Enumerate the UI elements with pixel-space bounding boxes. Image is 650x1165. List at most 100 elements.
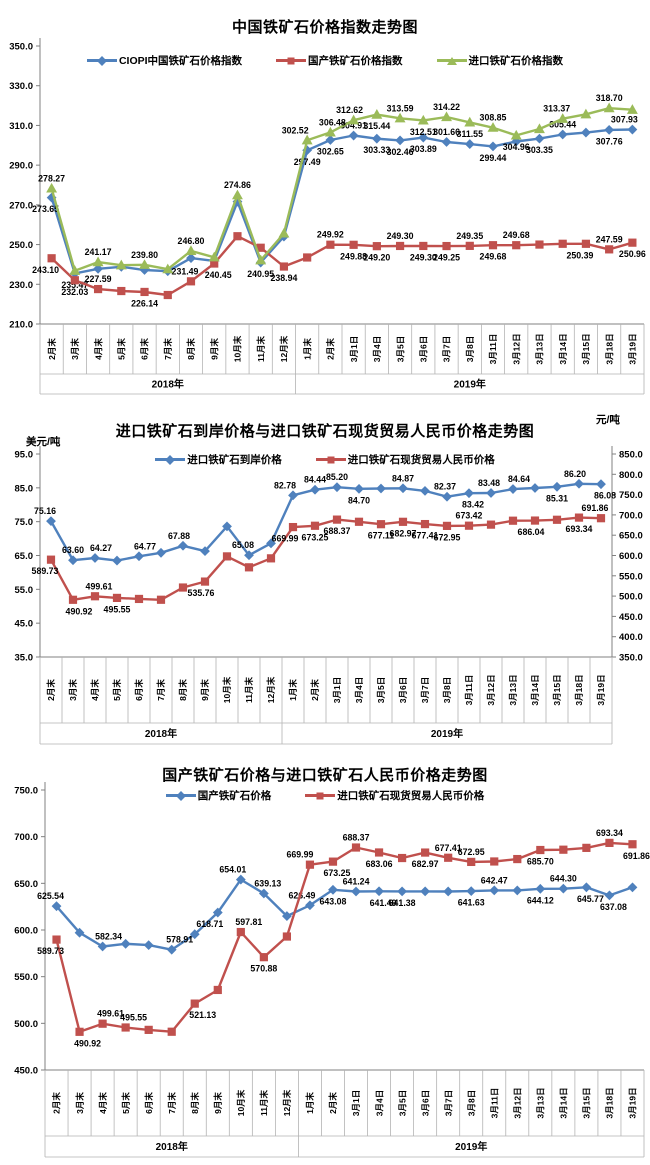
series-2: 278.27 241.17 239.80 246.80 274.86 302.52 306.… bbox=[38, 93, 638, 275]
svg-text:45.0: 45.0 bbox=[15, 619, 34, 630]
svg-text:5月末: 5月末 bbox=[117, 338, 127, 360]
svg-text:12月末: 12月末 bbox=[279, 335, 289, 362]
svg-text:303.89: 303.89 bbox=[410, 144, 437, 154]
chart2-title: 进口铁矿石到岸价格与进口铁矿石现货贸易人民币价格走势图 bbox=[115, 423, 535, 440]
diamond-icon bbox=[97, 55, 107, 66]
svg-text:249.92: 249.92 bbox=[317, 230, 344, 240]
svg-text:693.34: 693.34 bbox=[596, 828, 623, 838]
diamond-icon bbox=[175, 790, 186, 801]
chart1-legend: CIOPI中国铁矿石价格指数 国产铁矿石价格指数 进口铁矿石价格指数 bbox=[0, 53, 650, 68]
svg-text:240.95: 240.95 bbox=[247, 269, 274, 279]
svg-text:274.86: 274.86 bbox=[224, 180, 251, 190]
svg-text:240.45: 240.45 bbox=[205, 270, 232, 280]
svg-text:2月末: 2月末 bbox=[52, 1092, 62, 1114]
svg-text:3月6日: 3月6日 bbox=[420, 1090, 430, 1116]
svg-text:302.46: 302.46 bbox=[387, 147, 414, 157]
svg-text:625.54: 625.54 bbox=[37, 891, 64, 901]
svg-text:75.0: 75.0 bbox=[15, 517, 34, 528]
svg-text:2月末: 2月末 bbox=[328, 1092, 338, 1114]
svg-text:2019年: 2019年 bbox=[454, 378, 486, 391]
svg-text:8月末: 8月末 bbox=[190, 1092, 200, 1114]
legend-label: CIOPI中国铁矿石价格指数 bbox=[118, 55, 243, 67]
svg-text:310.0: 310.0 bbox=[9, 121, 33, 132]
svg-text:3月8日: 3月8日 bbox=[466, 1090, 476, 1116]
svg-text:311.55: 311.55 bbox=[457, 129, 484, 139]
svg-text:3月13日: 3月13日 bbox=[508, 674, 518, 705]
svg-text:301.66: 301.66 bbox=[433, 127, 460, 137]
svg-text:12月末: 12月末 bbox=[282, 1089, 292, 1116]
chart3-legend: 国产铁矿石价格 进口铁矿石现货贸易人民币价格 bbox=[0, 788, 650, 803]
svg-text:7月末: 7月末 bbox=[156, 679, 166, 701]
svg-text:3月12日: 3月12日 bbox=[511, 333, 521, 364]
svg-text:600.0: 600.0 bbox=[14, 926, 38, 937]
svg-text:643.08: 643.08 bbox=[320, 896, 347, 906]
svg-text:550.0: 550.0 bbox=[619, 571, 643, 582]
svg-text:249.68: 249.68 bbox=[503, 230, 530, 240]
svg-text:3月12日: 3月12日 bbox=[486, 674, 496, 705]
svg-text:227.59: 227.59 bbox=[85, 274, 112, 284]
svg-text:500.0: 500.0 bbox=[619, 592, 643, 603]
svg-text:1月末: 1月末 bbox=[302, 338, 312, 360]
svg-text:500.0: 500.0 bbox=[14, 1019, 38, 1030]
svg-text:65.08: 65.08 bbox=[232, 540, 254, 550]
diamond-line-icon bbox=[155, 454, 186, 465]
svg-text:688.37: 688.37 bbox=[343, 833, 370, 843]
svg-text:9月末: 9月末 bbox=[213, 1092, 223, 1114]
svg-text:55.0: 55.0 bbox=[15, 585, 34, 596]
svg-text:650.0: 650.0 bbox=[14, 879, 38, 890]
svg-text:304.96: 304.96 bbox=[503, 142, 530, 152]
svg-text:3月14日: 3月14日 bbox=[558, 333, 568, 364]
svg-text:273.65: 273.65 bbox=[32, 204, 59, 214]
svg-text:3月8日: 3月8日 bbox=[442, 677, 452, 703]
svg-text:299.44: 299.44 bbox=[480, 153, 507, 163]
svg-text:330.0: 330.0 bbox=[9, 81, 33, 92]
svg-text:669.99: 669.99 bbox=[272, 534, 299, 544]
svg-text:85.0: 85.0 bbox=[15, 483, 34, 494]
svg-text:246.80: 246.80 bbox=[178, 236, 205, 246]
y-axis-right: 350.0 400.0 450.0 500.0 550.0 600.0 650.0 700.0… bbox=[611, 446, 643, 664]
svg-text:589.73: 589.73 bbox=[37, 946, 64, 956]
svg-text:3月6日: 3月6日 bbox=[419, 336, 429, 362]
svg-text:521.13: 521.13 bbox=[189, 1010, 216, 1020]
svg-text:750.0: 750.0 bbox=[14, 786, 38, 797]
svg-text:3月5日: 3月5日 bbox=[397, 1090, 407, 1116]
square-icon bbox=[287, 57, 295, 64]
legend-label: 进口铁矿石现货贸易人民币价格 bbox=[347, 454, 495, 466]
chart1-plot: 210.0 230.0 250.0 270.0 290.0 310.0 330.0 350.0… bbox=[9, 38, 646, 395]
svg-text:3月14日: 3月14日 bbox=[559, 1087, 569, 1118]
legend-label: 国产铁矿石价格 bbox=[197, 790, 272, 802]
svg-text:67.88: 67.88 bbox=[168, 531, 190, 541]
svg-text:250.39: 250.39 bbox=[566, 250, 593, 260]
svg-text:3月末: 3月末 bbox=[68, 679, 78, 701]
svg-text:683.06: 683.06 bbox=[366, 859, 393, 869]
svg-text:672.95: 672.95 bbox=[434, 532, 461, 542]
legend-item: 进口铁矿石现货贸易人民币价格 bbox=[305, 788, 484, 803]
svg-text:3月1日: 3月1日 bbox=[332, 677, 342, 703]
svg-text:3月4日: 3月4日 bbox=[372, 336, 382, 362]
svg-text:1月末: 1月末 bbox=[288, 679, 298, 701]
svg-text:250.0: 250.0 bbox=[9, 240, 33, 251]
x-axis: 2月末 3月末 4月末 5月末 6月末 7月末 8月末 9月末 10月末 11月末 12月末 1月末 2… bbox=[39, 323, 645, 395]
series-0: 75.16 63.60 64.27 64.77 67.88 65.08 82.78 84.44… bbox=[34, 469, 616, 566]
svg-text:270.0: 270.0 bbox=[9, 200, 33, 211]
svg-text:850.0: 850.0 bbox=[619, 450, 643, 461]
svg-text:673.25: 673.25 bbox=[324, 868, 351, 878]
svg-text:1月末: 1月末 bbox=[305, 1092, 315, 1114]
svg-text:312.62: 312.62 bbox=[336, 105, 363, 115]
svg-text:84.44: 84.44 bbox=[304, 475, 326, 485]
triangle-line-icon bbox=[436, 56, 467, 65]
svg-text:3月12日: 3月12日 bbox=[512, 1087, 522, 1118]
chart2-plot: 35.0 45.0 55.0 65.0 75.0 85.0 95.0 350.0 400.0 45… bbox=[15, 446, 643, 745]
svg-text:495.55: 495.55 bbox=[120, 1012, 147, 1022]
svg-text:5月末: 5月末 bbox=[112, 679, 122, 701]
svg-text:10月末: 10月末 bbox=[233, 335, 243, 362]
svg-text:750.0: 750.0 bbox=[619, 490, 643, 501]
svg-text:278.27: 278.27 bbox=[38, 173, 65, 183]
svg-text:4月末: 4月末 bbox=[98, 1092, 108, 1114]
svg-text:618.71: 618.71 bbox=[196, 919, 223, 929]
svg-text:12月末: 12月末 bbox=[266, 676, 276, 703]
svg-text:303.35: 303.35 bbox=[526, 145, 553, 155]
